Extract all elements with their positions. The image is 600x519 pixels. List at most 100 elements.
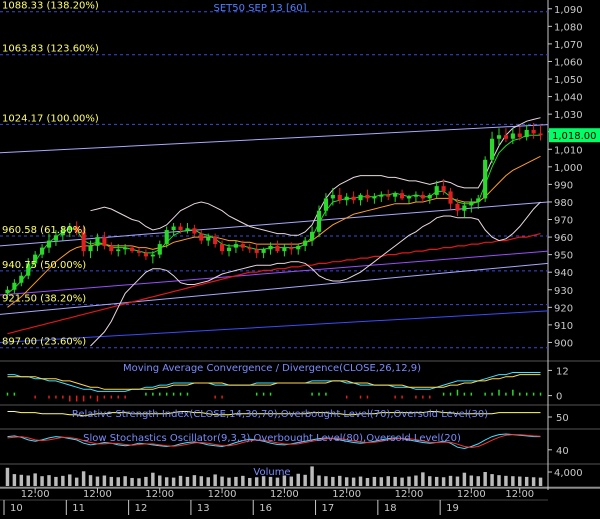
candle-body — [74, 226, 79, 232]
y-tick-label: 980 — [554, 198, 573, 209]
candle-body — [448, 191, 453, 204]
candle-body — [5, 289, 10, 294]
candle-body — [254, 249, 259, 253]
candle-body — [109, 245, 114, 252]
stochastic-tick-label: 40 — [556, 446, 569, 457]
day-tick-label: 12 — [135, 503, 148, 514]
y-tick-label: 920 — [554, 303, 573, 314]
macd-tick-label: 0 — [556, 392, 562, 403]
candle-body — [420, 194, 425, 199]
candle-body — [220, 244, 225, 252]
fib-level-label: 1024.17 (100.00%) — [2, 113, 99, 124]
candle-body — [67, 226, 72, 231]
candle-body — [192, 228, 197, 234]
candle-body — [12, 282, 17, 290]
candle-body — [393, 193, 398, 197]
candle-body — [240, 244, 245, 248]
time-tick-label: 12:00 — [395, 489, 424, 500]
y-tick-label: 1,060 — [554, 57, 583, 68]
y-tick-label: 990 — [554, 180, 573, 191]
fib-level-label: 921.50 (38.20%) — [2, 294, 86, 305]
time-tick-label: 12:00 — [270, 489, 299, 500]
macd-tick-label: 12 — [556, 366, 569, 377]
day-tick-label: 16 — [259, 503, 272, 514]
fib-level-label: 1063.83 (123.60%) — [2, 44, 99, 55]
candle-body — [33, 254, 38, 264]
time-tick-label: 12:00 — [83, 489, 112, 500]
y-tick-label: 930 — [554, 286, 573, 297]
candle-body — [81, 231, 86, 252]
candle-body — [261, 249, 266, 253]
chart-title: SET50 SEP 13 [60] — [214, 3, 307, 14]
candle-body — [19, 275, 24, 283]
rsi-panel-title: Relative Strength Index(CLOSE,14,30,70),… — [72, 409, 488, 420]
candle-body — [289, 247, 294, 250]
candle-body — [116, 249, 121, 252]
candle-body — [157, 244, 162, 255]
fib-level-label: 897.00 (23.60%) — [2, 337, 86, 348]
candle-body — [434, 186, 439, 195]
y-tick-label: 1,050 — [554, 75, 583, 86]
candle-body — [213, 237, 218, 245]
candle-body — [206, 237, 211, 241]
candle-body — [427, 194, 432, 199]
candle-body — [358, 194, 363, 201]
y-tick-label: 1,040 — [554, 93, 583, 104]
candle-body — [323, 198, 328, 211]
trend-line — [0, 124, 549, 154]
day-tick-label: 11 — [72, 503, 85, 514]
candle-body — [476, 198, 481, 202]
candle-body — [40, 247, 45, 255]
y-tick-label: 1,090 — [554, 5, 583, 16]
y-tick-label: 940 — [554, 268, 573, 279]
candle-body — [143, 252, 148, 257]
y-tick-label: 900 — [554, 338, 573, 349]
candle-body — [226, 247, 232, 252]
candle-body — [46, 240, 52, 248]
candle-body — [517, 133, 522, 137]
y-tick-label: 1,070 — [554, 40, 583, 51]
day-tick-label: 17 — [322, 503, 335, 514]
candle-body — [316, 210, 322, 232]
candle-body — [483, 159, 488, 199]
candle-body — [538, 133, 543, 136]
fib-level-label: 940.75 (50.00%) — [2, 260, 86, 271]
stochastic-d-line — [7, 434, 541, 449]
day-tick-label: 18 — [384, 503, 397, 514]
candle-body — [455, 203, 460, 211]
candle-body — [199, 233, 204, 241]
candle-body — [247, 247, 252, 250]
candle-body — [510, 133, 515, 139]
candle-body — [496, 135, 502, 139]
day-tick-label: 10 — [10, 503, 23, 514]
fib-level-label: 1088.33 (138.20%) — [2, 1, 99, 12]
candle-body — [524, 129, 529, 137]
volume-panel-title: Volume — [253, 467, 290, 478]
candle-body — [330, 194, 335, 199]
candle-body — [365, 194, 370, 199]
candle-body — [469, 201, 474, 206]
candle-body — [400, 193, 405, 199]
candle-body — [95, 237, 100, 246]
candle-body — [130, 247, 135, 252]
fib-level-label: 960.58 (61.80%) — [2, 225, 86, 236]
last-price-label: 1,018.00 — [552, 131, 597, 142]
rsi-line — [7, 411, 541, 417]
candle-body — [233, 244, 238, 248]
bollinger-upper-line — [90, 117, 541, 236]
rsi-tick-label: 50 — [556, 413, 569, 424]
candle-body — [441, 186, 446, 192]
volume-tick-label: 4,000 — [554, 468, 583, 479]
candle-body — [275, 245, 280, 252]
last-price-box — [549, 128, 600, 143]
candle-body — [150, 254, 155, 257]
candle-body — [123, 247, 128, 250]
y-tick-label: 970 — [554, 216, 573, 227]
candle-body — [310, 231, 315, 241]
bollinger-lower-line — [90, 201, 541, 347]
trend-line — [0, 262, 549, 315]
candle-body — [296, 245, 301, 250]
candle-body — [503, 135, 508, 139]
candle-body — [26, 263, 31, 276]
